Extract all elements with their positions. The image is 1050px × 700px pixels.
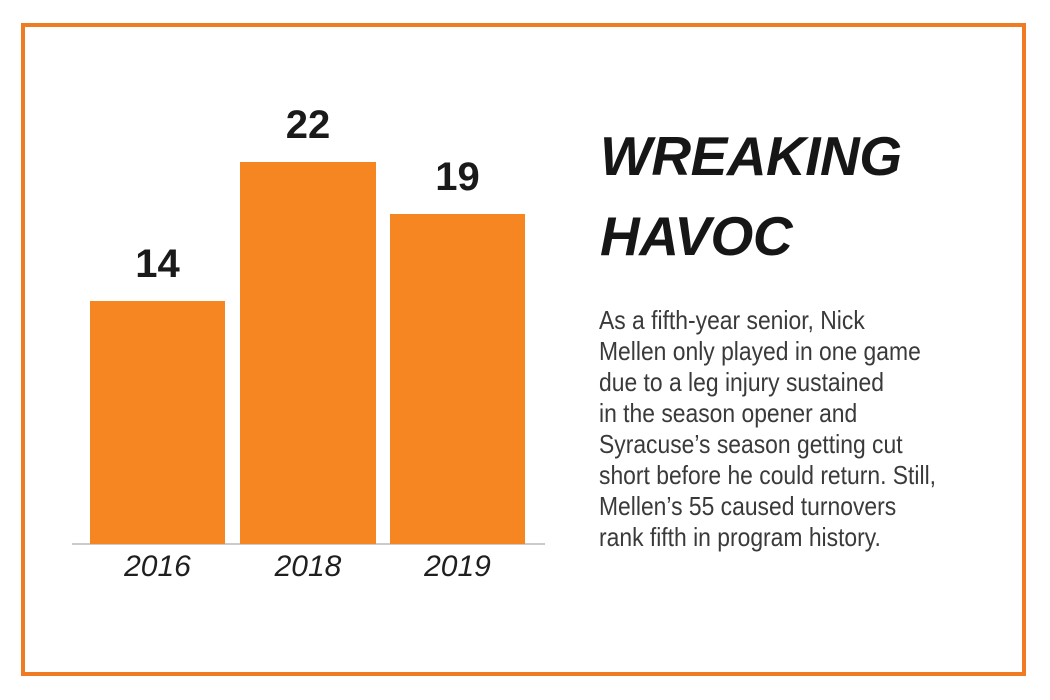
bar-group-2019: 19 2019: [390, 155, 525, 583]
bar-value-label-2019: 19: [435, 155, 480, 199]
bar-value-label-2018: 22: [285, 103, 331, 147]
x-tick-label-2016: 2016: [124, 550, 191, 583]
x-tick-label-2018: 2018: [274, 550, 342, 583]
x-tick-label-2019: 2019: [424, 550, 491, 583]
headline-line-2: HAVOC: [600, 205, 793, 267]
description-text: As a fifth-year senior, Nick Mellen only…: [599, 305, 937, 552]
headline-line-1: WREAKING: [600, 125, 902, 187]
bar-2019: [390, 214, 525, 544]
bar-group-2016: 14 2016: [90, 242, 225, 583]
x-axis-baseline: [72, 543, 545, 545]
bar-group-2018: 22 2018: [240, 103, 376, 583]
bar-value-label-2016: 14: [135, 242, 180, 286]
bar-2018: [240, 162, 376, 544]
headline: WREAKING HAVOC: [600, 116, 902, 276]
bar-2016: [90, 301, 225, 544]
